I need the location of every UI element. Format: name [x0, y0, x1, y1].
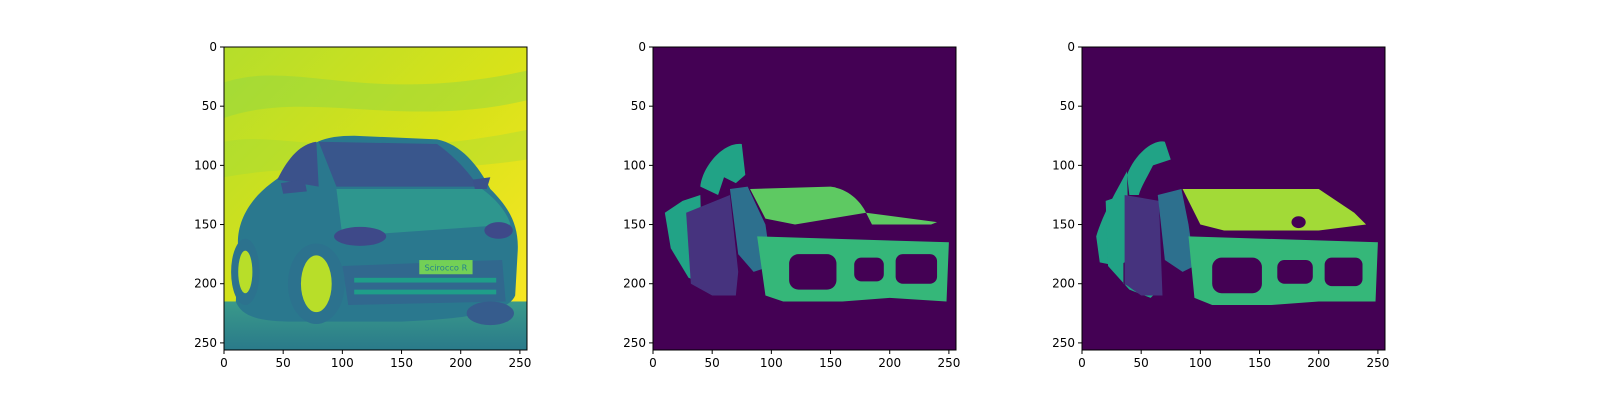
gt-side-lower [1105, 194, 1154, 298]
image-x-tick-label: 50 [276, 356, 291, 370]
panel-ground-truth [1082, 47, 1386, 351]
prediction-y-tick-label: 100 [623, 158, 646, 172]
image-hood [336, 189, 511, 237]
prediction-y-tick-label: 200 [623, 277, 646, 291]
gt-pillar-region [1126, 141, 1171, 195]
prediction-x-tick-label: 100 [760, 356, 783, 370]
ground-truth-x-tick-label: 250 [1366, 356, 1389, 370]
image-y-tick-label: 0 [209, 40, 217, 54]
image-plate-text: Scirocco R [424, 263, 467, 273]
prediction-y-tick-label: 150 [623, 218, 646, 232]
pred-bumper-hole [854, 257, 884, 282]
gt-hood-emblem [1291, 216, 1306, 229]
image-y-tick-label: 100 [194, 158, 217, 172]
prediction-x-tick-label: 200 [878, 356, 901, 370]
image-side-window [277, 141, 319, 187]
image-grille-slats [354, 277, 497, 283]
pred-hood-region [750, 186, 867, 225]
gt-bumper-hole [1212, 257, 1262, 294]
gt-bumper-hole [1324, 257, 1363, 287]
panel-prediction [653, 47, 957, 351]
ground-truth-x-tick-label: 0 [1078, 356, 1086, 370]
panel-image: Scirocco R [224, 47, 528, 351]
image-mirror [280, 179, 307, 194]
image-x-tick-label: 150 [390, 356, 413, 370]
image-x-tick-label: 0 [220, 356, 228, 370]
image-cloud-band [224, 70, 528, 119]
image-x-tick-label: 200 [449, 356, 472, 370]
ground-truth-y-tick-label: 200 [1052, 277, 1075, 291]
image-rear-rim [238, 250, 253, 294]
image-headlight [484, 222, 513, 239]
image-y-tick-label: 150 [194, 218, 217, 232]
gt-bumper-hole [1277, 260, 1313, 284]
pred-door-region [686, 194, 739, 296]
prediction-x-tick-label: 0 [649, 356, 657, 370]
prediction-x-tick-label: 250 [937, 356, 960, 370]
ground-truth-y-tick-label: 150 [1052, 218, 1075, 232]
image-windshield [318, 141, 479, 187]
ground-truth-x-tick-label: 150 [1248, 356, 1271, 370]
image-y-tick-label: 250 [194, 336, 217, 350]
image-front-rim [300, 255, 332, 313]
prediction-y-tick-label: 0 [638, 40, 646, 54]
gt-hood-region [1182, 189, 1367, 231]
image-y-tick-label: 50 [202, 99, 217, 113]
pred-bumper-hole [789, 254, 837, 290]
image-mirror [472, 177, 491, 190]
image-headlight [334, 226, 387, 246]
ground-truth-y-tick-label: 0 [1067, 40, 1075, 54]
image-x-tick-label: 100 [331, 356, 354, 370]
panel-ground-truth-frame [1081, 46, 1386, 351]
ground-truth-y-tick-label: 100 [1052, 158, 1075, 172]
image-right-wheel [466, 301, 514, 326]
prediction-x-tick-label: 150 [819, 356, 842, 370]
prediction-x-tick-label: 50 [705, 356, 720, 370]
panel-prediction-frame [652, 46, 957, 351]
image-y-tick-label: 200 [194, 277, 217, 291]
image-grille-slats [354, 289, 497, 295]
ground-truth-x-tick-label: 200 [1307, 356, 1330, 370]
gt-fender-region [1157, 189, 1195, 272]
image-x-tick-label: 250 [508, 356, 531, 370]
pred-bumper-hole [895, 254, 938, 284]
prediction-y-tick-label: 250 [623, 336, 646, 350]
pred-hood-region [866, 212, 938, 225]
ground-truth-y-tick-label: 250 [1052, 336, 1075, 350]
ground-truth-x-tick-label: 100 [1189, 356, 1212, 370]
pred-pillar-region [700, 143, 746, 195]
image-plate [419, 260, 473, 275]
ground-truth-x-tick-label: 50 [1134, 356, 1149, 370]
panel-image-frame [223, 46, 528, 351]
prediction-y-tick-label: 50 [631, 99, 646, 113]
gt-door-region [1124, 194, 1163, 296]
ground-truth-y-tick-label: 50 [1060, 99, 1075, 113]
